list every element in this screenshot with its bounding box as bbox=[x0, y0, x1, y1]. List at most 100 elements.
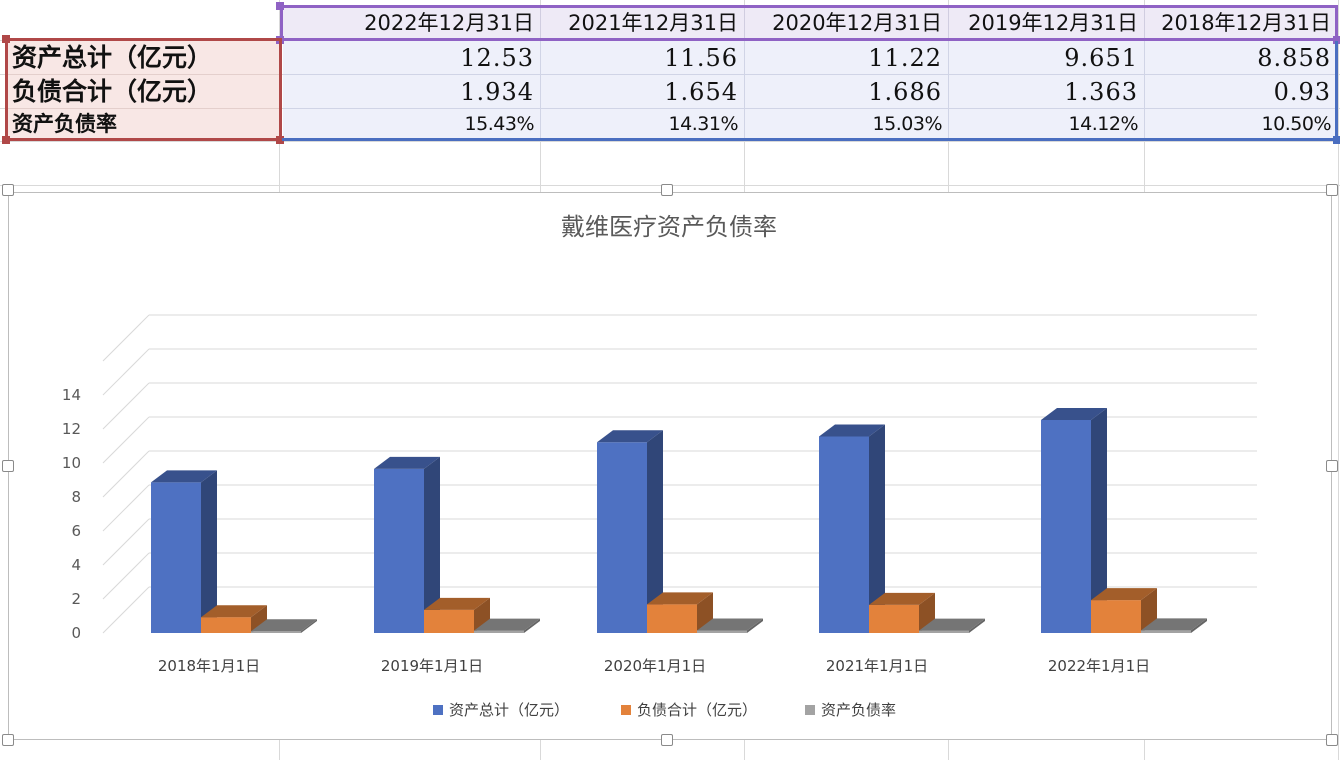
value-cell[interactable]: 15.03% bbox=[745, 109, 949, 140]
bar-top-face bbox=[1041, 407, 1107, 420]
y-tick-label: 10 bbox=[62, 454, 81, 472]
chart-resize-handle[interactable] bbox=[1326, 184, 1338, 196]
bar-side-face bbox=[747, 618, 763, 633]
bar-1 bbox=[597, 430, 663, 633]
chart-resize-handle[interactable] bbox=[2, 460, 14, 472]
y-tick-label: 4 bbox=[71, 556, 81, 574]
row-label-total-assets[interactable]: 资产总计（亿元） bbox=[8, 41, 279, 75]
row-label-total-liabilities[interactable]: 负债合计（亿元） bbox=[8, 75, 279, 109]
bar-1 bbox=[374, 456, 440, 633]
range-handle[interactable] bbox=[1333, 136, 1340, 144]
value-cell[interactable]: 8.858 bbox=[1145, 41, 1338, 75]
bar-top-face bbox=[697, 618, 763, 631]
value-cell[interactable]: 9.651 bbox=[949, 41, 1145, 75]
bar-3 bbox=[474, 618, 540, 633]
bar-top-face bbox=[151, 470, 217, 483]
chart-resize-handle[interactable] bbox=[1326, 734, 1338, 746]
x-axis-labels: 2018年1月1日 2019年1月1日 2020年1月1日 2021年1月1日 2022… bbox=[158, 657, 1150, 675]
chart-resize-handle[interactable] bbox=[2, 734, 14, 746]
value-cell[interactable]: 10.50% bbox=[1145, 109, 1338, 140]
bar-front-face bbox=[1091, 600, 1141, 633]
chart-area[interactable]: 戴维医疗资产负债率 0 2 4 6 8 10 12 14 2018年1月1日 2019年1月1日… bbox=[8, 192, 1332, 740]
bar-top-face bbox=[1141, 618, 1207, 631]
chart-resize-handle[interactable] bbox=[1326, 460, 1338, 472]
bar-front-face bbox=[647, 604, 697, 633]
bar-top-face bbox=[374, 456, 440, 469]
gridline bbox=[102, 348, 150, 396]
value-cell[interactable]: 1.934 bbox=[283, 75, 541, 109]
chart-resize-handle[interactable] bbox=[661, 734, 673, 746]
bar-front-face bbox=[597, 442, 647, 633]
header-date-cell[interactable]: 2020年12月31日 bbox=[745, 8, 949, 41]
grid-line bbox=[1338, 0, 1339, 760]
value-cell[interactable]: 1.686 bbox=[745, 75, 949, 109]
bar-1 bbox=[819, 424, 885, 633]
bar-top-face bbox=[919, 618, 985, 631]
bar-front-face bbox=[1141, 630, 1191, 633]
header-date-cell[interactable]: 2018年12月31日 bbox=[1145, 8, 1338, 41]
bar-side-face bbox=[251, 605, 267, 633]
value-cell[interactable]: 1.363 bbox=[949, 75, 1145, 109]
header-date-cell[interactable]: 2019年12月31日 bbox=[949, 8, 1145, 41]
bar-side-face bbox=[969, 618, 985, 633]
grid-line bbox=[0, 141, 1340, 142]
value-cell[interactable]: 1.654 bbox=[541, 75, 745, 109]
range-handle[interactable] bbox=[276, 136, 284, 144]
range-handle[interactable] bbox=[2, 35, 10, 43]
bar-1 bbox=[1041, 407, 1107, 633]
range-handle[interactable] bbox=[276, 2, 284, 10]
bar-2 bbox=[424, 597, 490, 633]
bar-front-face bbox=[919, 630, 969, 633]
bar-top-face bbox=[819, 424, 885, 437]
chart-resize-handle[interactable] bbox=[2, 184, 14, 196]
value-cell[interactable]: 11.22 bbox=[745, 41, 949, 75]
legend-item[interactable]: 负债合计（亿元） bbox=[621, 701, 757, 719]
x-tick-label: 2019年1月1日 bbox=[381, 657, 483, 675]
bar-front-face bbox=[869, 604, 919, 633]
value-cell[interactable]: 12.53 bbox=[283, 41, 541, 75]
legend-label: 资产负债率 bbox=[821, 701, 896, 719]
legend-swatch bbox=[433, 705, 443, 715]
bar-2 bbox=[1091, 588, 1157, 633]
range-handle[interactable] bbox=[276, 36, 284, 44]
legend-label: 资产总计（亿元） bbox=[449, 701, 569, 719]
value-cell[interactable]: 14.31% bbox=[541, 109, 745, 140]
value-cell[interactable]: 14.12% bbox=[949, 109, 1145, 140]
bar-side-face bbox=[524, 618, 540, 633]
bar-top-face bbox=[474, 618, 540, 631]
x-tick-label: 2018年1月1日 bbox=[158, 657, 260, 675]
gridline bbox=[102, 552, 150, 600]
bar-front-face bbox=[151, 482, 201, 633]
row-label-debt-ratio[interactable]: 资产负债率 bbox=[8, 109, 279, 140]
gridline bbox=[102, 314, 150, 362]
gridline bbox=[102, 416, 150, 464]
chart-resize-handle[interactable] bbox=[661, 184, 673, 196]
bar-side-face bbox=[474, 597, 490, 633]
bar-top-face bbox=[647, 592, 713, 605]
header-date-cell[interactable]: 2022年12月31日 bbox=[283, 8, 541, 41]
bar-front-face bbox=[424, 609, 474, 633]
range-handle[interactable] bbox=[1333, 36, 1340, 44]
gridline bbox=[102, 586, 150, 634]
gridline bbox=[102, 450, 150, 498]
bar-3 bbox=[697, 618, 763, 633]
bar-side-face bbox=[424, 456, 440, 633]
x-tick-label: 2021年1月1日 bbox=[826, 657, 928, 675]
chart-legend[interactable]: 资产总计（亿元） 负债合计（亿元） 资产负债率 bbox=[433, 701, 896, 719]
bar-top-face bbox=[251, 619, 317, 632]
bar-side-face bbox=[647, 430, 663, 633]
bar-front-face bbox=[201, 617, 251, 633]
value-cell[interactable]: 11.56 bbox=[541, 41, 745, 75]
legend-item[interactable]: 资产总计（亿元） bbox=[433, 701, 569, 719]
bar-front-face bbox=[374, 468, 424, 633]
range-handle[interactable] bbox=[2, 136, 10, 144]
value-cell[interactable]: 15.43% bbox=[283, 109, 541, 140]
header-date-cell[interactable]: 2021年12月31日 bbox=[541, 8, 745, 41]
gridline bbox=[102, 382, 150, 430]
gridline bbox=[102, 484, 150, 532]
bar-3 bbox=[1141, 618, 1207, 633]
bar-series bbox=[151, 407, 1207, 633]
value-cell[interactable]: 0.93 bbox=[1145, 75, 1338, 109]
y-tick-label: 0 bbox=[71, 624, 81, 642]
legend-item[interactable]: 资产负债率 bbox=[805, 701, 896, 719]
